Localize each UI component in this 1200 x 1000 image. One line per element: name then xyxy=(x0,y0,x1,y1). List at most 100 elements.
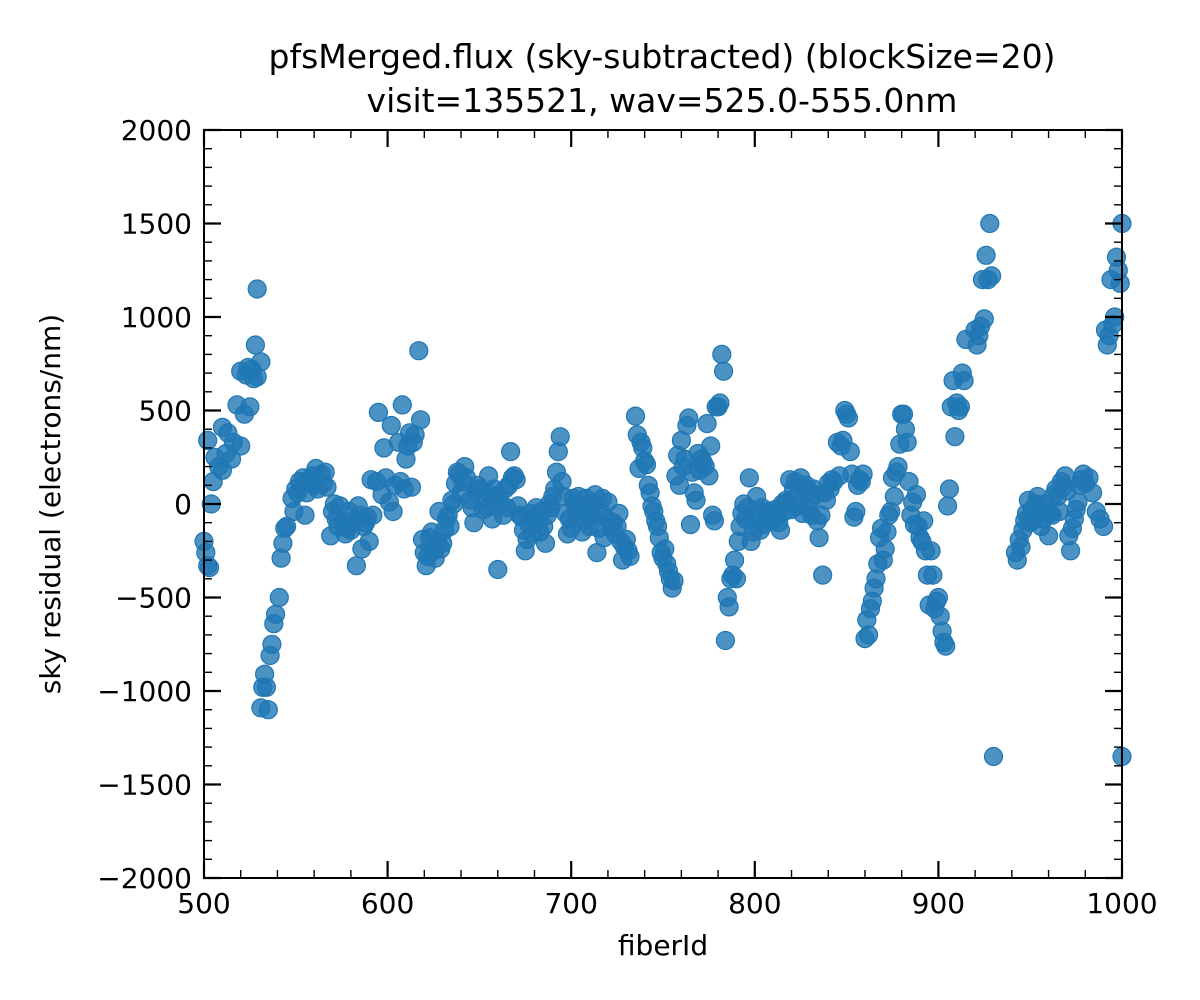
data-point xyxy=(262,634,282,654)
data-point xyxy=(906,485,927,505)
data-point xyxy=(888,457,908,477)
data-point xyxy=(679,408,699,428)
data-point xyxy=(983,746,1004,767)
data-point xyxy=(240,397,260,417)
data-point xyxy=(928,587,949,608)
data-point xyxy=(231,436,251,456)
data-point xyxy=(411,410,431,430)
data-point xyxy=(921,541,941,561)
data-point xyxy=(877,522,897,542)
data-point xyxy=(974,309,994,329)
data-point xyxy=(701,436,721,456)
data-point xyxy=(739,468,759,488)
data-point xyxy=(897,432,917,452)
data-point xyxy=(704,511,725,531)
data-point xyxy=(853,464,873,484)
y-axis-label: sky residual (electrons/nm) xyxy=(34,314,67,694)
data-point xyxy=(697,414,717,434)
x-tick-label: 500 xyxy=(177,887,230,920)
data-point xyxy=(359,531,379,552)
data-point xyxy=(875,539,895,559)
data-point xyxy=(1011,537,1031,557)
data-point xyxy=(923,565,943,585)
x-tick-label: 900 xyxy=(912,887,965,920)
data-point xyxy=(381,415,401,436)
data-point xyxy=(846,501,866,522)
data-point xyxy=(945,427,965,447)
plot-frame xyxy=(203,129,1123,879)
data-point xyxy=(1038,526,1059,546)
data-point xyxy=(914,511,934,531)
data-point xyxy=(535,533,556,553)
data-point xyxy=(981,266,1002,286)
data-point xyxy=(464,513,484,533)
data-point xyxy=(950,397,971,417)
data-point xyxy=(939,479,960,499)
data-point xyxy=(368,402,388,422)
data-point xyxy=(715,630,736,651)
data-point xyxy=(440,516,460,537)
data-point xyxy=(712,344,732,364)
data-point xyxy=(937,496,958,516)
data-point xyxy=(269,587,289,608)
data-point xyxy=(840,442,860,462)
x-axis-label: fiberId xyxy=(618,929,708,962)
data-point xyxy=(726,569,747,589)
axis-ticks xyxy=(202,128,1124,880)
data-point xyxy=(1093,516,1114,537)
data-point xyxy=(401,477,422,497)
y-tick-label: 2000 xyxy=(121,114,192,147)
data-point xyxy=(488,559,508,580)
chart-subtitle: visit=135521, wav=525.0-555.0nm xyxy=(367,81,958,120)
x-tick-label: 700 xyxy=(544,887,597,920)
data-point xyxy=(506,470,526,490)
data-point xyxy=(980,213,1000,234)
tick-labels: 500 600 700 800 900 1000 −2000 −1500 −1000 −500 0 5… xyxy=(97,114,1157,920)
data-point xyxy=(625,406,646,426)
data-point xyxy=(258,700,278,720)
data-point xyxy=(501,442,521,462)
chart-title: pfsMerged.flux (sky-subtracted) (blockSi… xyxy=(269,37,1056,76)
data-point xyxy=(770,520,791,540)
data-point xyxy=(884,486,904,507)
data-point xyxy=(636,455,657,475)
data-point xyxy=(550,427,570,447)
data-point xyxy=(609,503,629,524)
data-point xyxy=(383,501,403,522)
y-tick-label: −1500 xyxy=(97,769,192,802)
data-point xyxy=(1110,273,1130,293)
data-point xyxy=(858,625,879,645)
data-point xyxy=(680,514,701,535)
data-point xyxy=(724,550,745,570)
x-tick-label: 800 xyxy=(728,887,781,920)
data-point xyxy=(976,245,996,265)
y-tick-label: 0 xyxy=(174,488,192,521)
data-point xyxy=(664,571,684,591)
data-point xyxy=(620,546,640,567)
data-point xyxy=(954,371,974,391)
data-point xyxy=(251,352,271,372)
y-tick-label: −2000 xyxy=(97,862,192,895)
data-point xyxy=(247,279,267,299)
data-point xyxy=(838,408,859,428)
data-point xyxy=(713,361,734,381)
y-tick-label: 1000 xyxy=(121,301,192,334)
data-point xyxy=(295,505,315,525)
data-point xyxy=(1060,541,1081,561)
x-tick-label: 1000 xyxy=(1086,887,1157,920)
x-tick-label: 600 xyxy=(361,887,414,920)
data-point xyxy=(256,677,276,697)
data-point xyxy=(409,341,429,361)
data-point xyxy=(266,604,286,624)
data-points xyxy=(194,213,1132,767)
data-point xyxy=(699,466,719,486)
data-point xyxy=(245,335,265,355)
data-point xyxy=(392,395,412,415)
data-point xyxy=(198,430,218,450)
y-tick-label: −1000 xyxy=(97,675,192,708)
data-point xyxy=(346,556,366,576)
y-tick-label: 1500 xyxy=(121,208,192,241)
data-point xyxy=(317,477,337,497)
data-point xyxy=(809,528,829,548)
